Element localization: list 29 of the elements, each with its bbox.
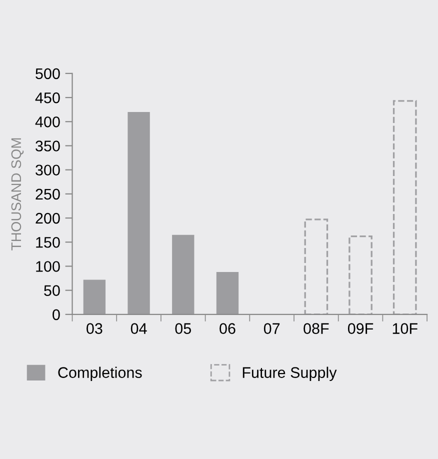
- x-tick-label: 09F: [348, 323, 374, 334]
- y-tick-label: 150: [36, 236, 60, 248]
- y-tick-label: 300: [36, 164, 60, 176]
- x-tick-label: 06: [220, 323, 236, 334]
- y-tick-label: 50: [44, 285, 60, 296]
- y-tick-label: 0: [52, 309, 60, 320]
- x-tick-label: 03: [86, 323, 102, 334]
- bar: [392, 100, 417, 314]
- y-tick-label: 450: [35, 92, 60, 104]
- y-tick-label: 400: [35, 116, 60, 128]
- y-tick-label: 200: [36, 212, 60, 224]
- bar: [348, 236, 372, 314]
- y-tick-label: 500: [36, 68, 60, 80]
- bar: [83, 280, 106, 314]
- y-tick-label: 250: [36, 188, 60, 200]
- y-tick-label: 100: [36, 261, 60, 272]
- x-tick-label: 08F: [304, 323, 329, 334]
- x-tick-label: 07: [264, 323, 280, 334]
- legend-label: Completions: [58, 366, 142, 381]
- legend-label: Future Supply: [242, 366, 337, 381]
- y-axis-title: THOUSAND SQM: [11, 138, 24, 250]
- bar: [216, 272, 239, 314]
- bar: [172, 234, 194, 314]
- x-tick-label: 04: [130, 323, 147, 334]
- x-tick-label: 10F: [392, 323, 418, 334]
- bar: [304, 218, 328, 314]
- y-tick-label: 350: [36, 140, 60, 152]
- x-tick-label: 05: [175, 323, 191, 334]
- bar: [128, 112, 150, 314]
